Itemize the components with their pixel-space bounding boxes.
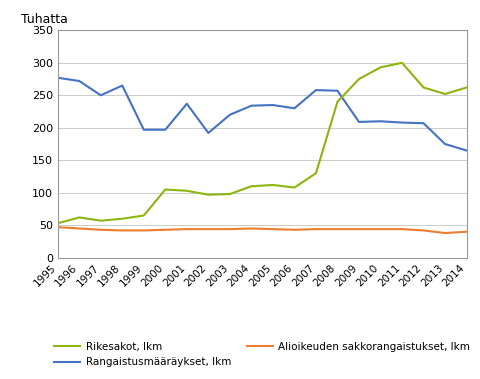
Rikesakot, lkm <box>162 187 168 192</box>
Alioikeuden sakkorangaistukset, lkm <box>183 227 189 232</box>
Rikesakot, lkm <box>312 171 318 175</box>
Rikesakot, lkm <box>97 218 103 223</box>
Rikesakot, lkm <box>119 216 125 221</box>
Alioikeuden sakkorangaistukset, lkm <box>420 228 426 233</box>
Alioikeuden sakkorangaistukset, lkm <box>377 227 383 232</box>
Alioikeuden sakkorangaistukset, lkm <box>205 227 211 232</box>
Legend: Rikesakot, lkm, Rangaistusmääräykset, lkm, Alioikeuden sakkorangaistukset, lkm: Rikesakot, lkm, Rangaistusmääräykset, lk… <box>50 338 473 371</box>
Rikesakot, lkm <box>55 221 60 226</box>
Alioikeuden sakkorangaistukset, lkm <box>355 227 361 232</box>
Rangaistusmääräykset, lkm <box>291 106 297 111</box>
Line: Rangaistusmääräykset, lkm: Rangaistusmääräykset, lkm <box>58 78 466 150</box>
Rikesakot, lkm <box>463 85 468 90</box>
Line: Alioikeuden sakkorangaistukset, lkm: Alioikeuden sakkorangaistukset, lkm <box>58 227 466 233</box>
Rangaistusmääräykset, lkm <box>420 121 426 125</box>
Rikesakot, lkm <box>248 184 254 188</box>
Alioikeuden sakkorangaistukset, lkm <box>269 227 275 232</box>
Alioikeuden sakkorangaistukset, lkm <box>463 229 468 234</box>
Rikesakot, lkm <box>205 193 211 197</box>
Alioikeuden sakkorangaistukset, lkm <box>334 227 340 232</box>
Rangaistusmääräykset, lkm <box>141 127 146 132</box>
Rikesakot, lkm <box>377 65 383 70</box>
Alioikeuden sakkorangaistukset, lkm <box>248 226 254 231</box>
Rikesakot, lkm <box>355 77 361 81</box>
Rikesakot, lkm <box>291 185 297 190</box>
Alioikeuden sakkorangaistukset, lkm <box>398 227 404 232</box>
Alioikeuden sakkorangaistukset, lkm <box>119 228 125 233</box>
Rikesakot, lkm <box>183 188 189 193</box>
Rangaistusmääräykset, lkm <box>334 88 340 93</box>
Rikesakot, lkm <box>334 100 340 104</box>
Rikesakot, lkm <box>76 215 82 220</box>
Rikesakot, lkm <box>141 213 146 218</box>
Rikesakot, lkm <box>398 61 404 65</box>
Rangaistusmääräykset, lkm <box>119 83 125 88</box>
Rikesakot, lkm <box>269 183 275 187</box>
Rangaistusmääräykset, lkm <box>76 79 82 83</box>
Rangaistusmääräykset, lkm <box>205 131 211 135</box>
Rangaistusmääräykset, lkm <box>183 102 189 106</box>
Rangaistusmääräykset, lkm <box>355 120 361 124</box>
Rangaistusmääräykset, lkm <box>441 142 447 146</box>
Rangaistusmääräykset, lkm <box>463 148 468 153</box>
Alioikeuden sakkorangaistukset, lkm <box>227 227 232 232</box>
Rikesakot, lkm <box>227 192 232 196</box>
Alioikeuden sakkorangaistukset, lkm <box>97 227 103 232</box>
Rangaistusmääräykset, lkm <box>312 88 318 92</box>
Alioikeuden sakkorangaistukset, lkm <box>312 227 318 232</box>
Rangaistusmääräykset, lkm <box>227 113 232 117</box>
Alioikeuden sakkorangaistukset, lkm <box>141 228 146 233</box>
Rangaistusmääräykset, lkm <box>269 103 275 107</box>
Rangaistusmääräykset, lkm <box>248 103 254 108</box>
Rangaistusmääräykset, lkm <box>97 93 103 97</box>
Alioikeuden sakkorangaistukset, lkm <box>441 231 447 235</box>
Rangaistusmääräykset, lkm <box>398 120 404 125</box>
Alioikeuden sakkorangaistukset, lkm <box>162 227 168 232</box>
Rikesakot, lkm <box>441 92 447 96</box>
Alioikeuden sakkorangaistukset, lkm <box>55 225 60 229</box>
Line: Rikesakot, lkm: Rikesakot, lkm <box>58 63 466 223</box>
Text: Tuhatta: Tuhatta <box>21 13 68 26</box>
Rangaistusmääräykset, lkm <box>162 127 168 132</box>
Rangaistusmääräykset, lkm <box>377 119 383 124</box>
Alioikeuden sakkorangaistukset, lkm <box>291 227 297 232</box>
Rikesakot, lkm <box>420 85 426 90</box>
Alioikeuden sakkorangaistukset, lkm <box>76 226 82 231</box>
Rangaistusmääräykset, lkm <box>55 75 60 80</box>
